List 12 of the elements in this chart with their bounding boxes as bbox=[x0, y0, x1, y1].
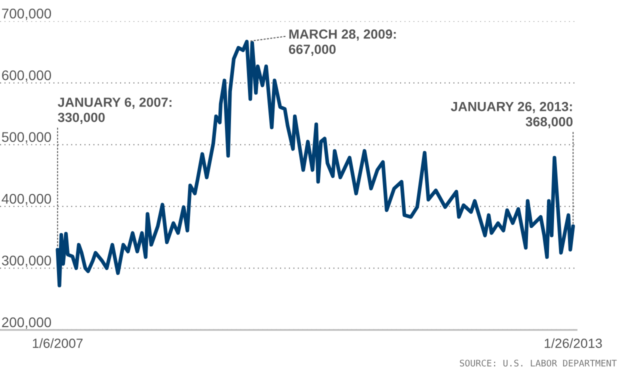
x-tick-label: 1/6/2007 bbox=[32, 338, 83, 348]
y-tick-label: 600,000 bbox=[2, 70, 52, 82]
source-note: SOURCE: U.S. LABOR DEPARTMENT bbox=[460, 360, 617, 367]
annotation: MARCH 28, 2009: 667,000 bbox=[288, 29, 396, 56]
x-tick-label: 1/26/2013 bbox=[544, 338, 602, 348]
annotation: JANUARY 6, 2007: 330,000 bbox=[58, 98, 172, 124]
y-tick-label: 700,000 bbox=[2, 8, 52, 20]
annotation: JANUARY 26, 2013: 368,000 bbox=[450, 102, 573, 128]
y-tick-label: 500,000 bbox=[2, 132, 52, 144]
y-tick-label: 400,000 bbox=[2, 194, 52, 206]
y-tick-label: 200,000 bbox=[2, 317, 52, 329]
y-tick-label: 300,000 bbox=[2, 256, 52, 268]
